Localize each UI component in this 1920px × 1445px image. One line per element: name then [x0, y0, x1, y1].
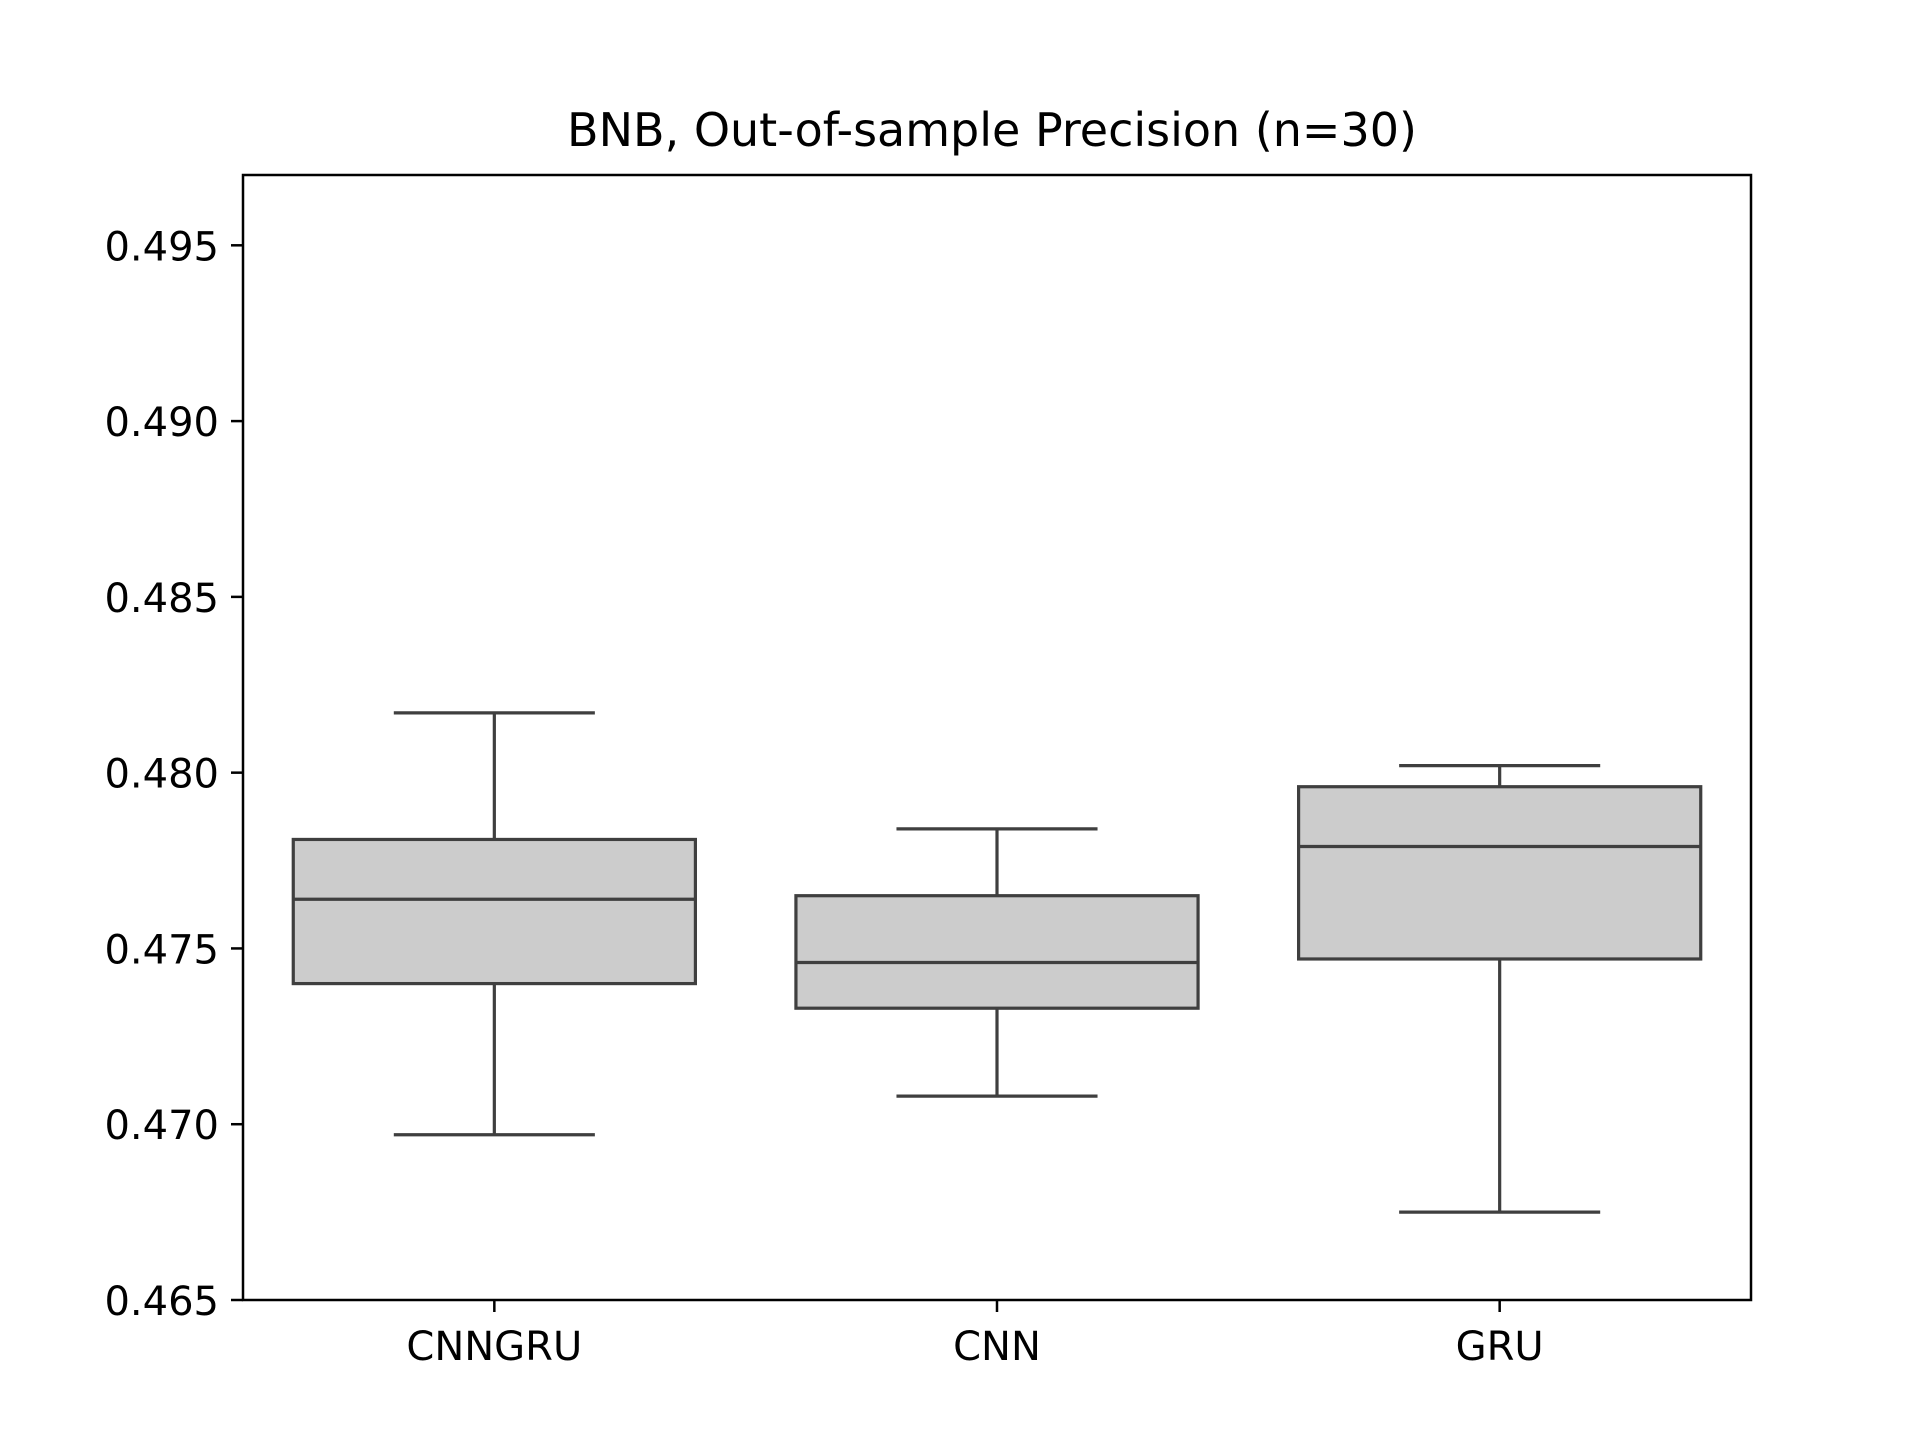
box-cnngru [291, 711, 697, 1137]
y-tick-label: 0.480 [104, 752, 219, 798]
x-tick-label: CNN [953, 1324, 1041, 1370]
plot-frame [241, 173, 1753, 1302]
iqr-box [794, 894, 1200, 1010]
chart-title: BNB, Out-of-sample Precision (n=30) [567, 103, 1417, 157]
y-tick-label: 0.470 [104, 1103, 219, 1149]
x-tick-label: GRU [1456, 1324, 1544, 1370]
y-tick-label: 0.490 [104, 400, 219, 446]
iqr-box [291, 837, 697, 986]
y-tick-label: 0.475 [104, 927, 219, 973]
y-axis: 0.465 0.470 0.475 0.480 0.485 0.490 0.495 [104, 224, 243, 1325]
y-tick-label: 0.495 [104, 224, 219, 270]
y-tick-label: 0.485 [104, 576, 219, 622]
x-axis: CNNGRU CNN GRU [406, 1300, 1544, 1370]
boxes-layer [291, 711, 1703, 1214]
iqr-box [1296, 785, 1703, 961]
y-tick-label: 0.465 [104, 1279, 219, 1325]
box-gru [1296, 764, 1703, 1214]
x-tick-label: CNNGRU [406, 1324, 582, 1370]
box-cnn [794, 827, 1200, 1098]
